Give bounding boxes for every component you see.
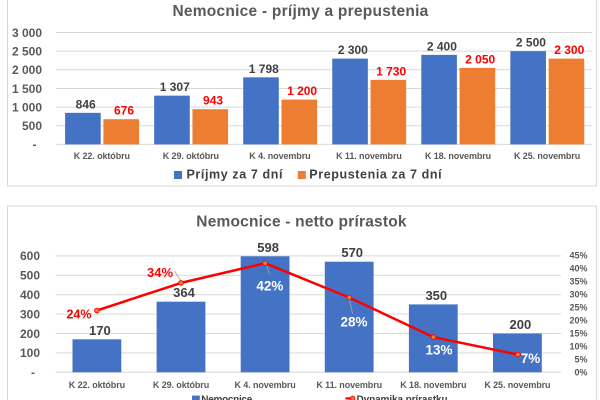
svg-text:K 25. novembru: K 25. novembru [484, 380, 550, 390]
svg-text:25%: 25% [569, 303, 587, 313]
svg-text:1 500: 1 500 [12, 82, 42, 96]
svg-text:K 4. novembru: K 4. novembru [249, 151, 310, 161]
svg-text:3 000: 3 000 [12, 26, 42, 40]
svg-text:-: - [31, 366, 35, 380]
svg-text:364: 364 [173, 285, 195, 300]
svg-text:28%: 28% [340, 315, 367, 330]
svg-text:943: 943 [203, 94, 223, 108]
svg-text:676: 676 [114, 104, 134, 118]
svg-text:2 300: 2 300 [338, 43, 368, 57]
svg-text:1 307: 1 307 [160, 80, 190, 94]
svg-text:20%: 20% [569, 316, 587, 326]
svg-text:5%: 5% [574, 355, 587, 365]
svg-text:200: 200 [510, 317, 532, 332]
svg-text:K 4. novembru: K 4. novembru [234, 380, 295, 390]
svg-text:K 25. novembru: K 25. novembru [514, 151, 580, 161]
svg-text:7%: 7% [521, 351, 541, 366]
svg-text:2 050: 2 050 [465, 52, 495, 66]
svg-text:570: 570 [341, 245, 363, 260]
svg-text:200: 200 [20, 327, 40, 341]
svg-text:598: 598 [257, 240, 279, 255]
svg-text:2 000: 2 000 [12, 63, 42, 77]
svg-text:35%: 35% [569, 277, 587, 287]
svg-text:1 798: 1 798 [249, 62, 279, 76]
svg-text:400: 400 [20, 288, 40, 302]
svg-text:2 300: 2 300 [554, 43, 584, 57]
svg-text:Príjmy za 7 dní: Príjmy za 7 dní [187, 168, 284, 182]
svg-text:2 400: 2 400 [427, 39, 457, 53]
svg-text:K 22. októbru: K 22. októbru [74, 151, 130, 161]
svg-text:Nemocnice - príjmy a prepusten: Nemocnice - príjmy a prepustenia [172, 3, 428, 20]
svg-text:30%: 30% [569, 290, 587, 300]
svg-text:0%: 0% [574, 368, 587, 378]
svg-text:300: 300 [20, 307, 40, 321]
svg-text:1 200: 1 200 [287, 84, 317, 98]
svg-text:Prepustenia za 7 dní: Prepustenia za 7 dní [309, 168, 442, 182]
svg-text:Nemocnice - netto prírastok: Nemocnice - netto prírastok [196, 214, 407, 231]
svg-text:K 18. novembru: K 18. novembru [425, 151, 491, 161]
svg-text:40%: 40% [569, 264, 587, 274]
svg-text:15%: 15% [569, 329, 587, 339]
svg-text:K 18. novembru: K 18. novembru [400, 380, 466, 390]
svg-text:2 500: 2 500 [516, 36, 546, 50]
svg-text:Dynamika prírastku: Dynamika prírastku [357, 395, 448, 400]
svg-text:24%: 24% [66, 308, 91, 322]
svg-text:K 29. októbru: K 29. októbru [163, 151, 219, 161]
svg-text:10%: 10% [569, 342, 587, 352]
svg-text:846: 846 [76, 97, 96, 111]
svg-text:45%: 45% [569, 251, 587, 261]
svg-text:170: 170 [89, 323, 111, 338]
svg-text:500: 500 [20, 269, 40, 283]
svg-text:1 730: 1 730 [376, 64, 406, 78]
svg-text:100: 100 [20, 346, 40, 360]
svg-text:500: 500 [22, 119, 42, 133]
svg-text:Nemocnice: Nemocnice [201, 395, 252, 400]
svg-text:13%: 13% [425, 343, 452, 358]
svg-text:2 500: 2 500 [12, 44, 42, 58]
svg-text:K 11. novembru: K 11. novembru [316, 380, 382, 390]
svg-text:-: - [33, 138, 37, 152]
svg-text:42%: 42% [256, 278, 283, 293]
svg-text:600: 600 [20, 249, 40, 263]
svg-text:K 22. októbru: K 22. októbru [69, 380, 125, 390]
svg-text:1 000: 1 000 [12, 100, 42, 114]
svg-text:350: 350 [425, 288, 447, 303]
svg-text:K 11. novembru: K 11. novembru [336, 151, 402, 161]
svg-text:K 29. októbru: K 29. októbru [153, 380, 209, 390]
svg-text:34%: 34% [147, 265, 173, 280]
